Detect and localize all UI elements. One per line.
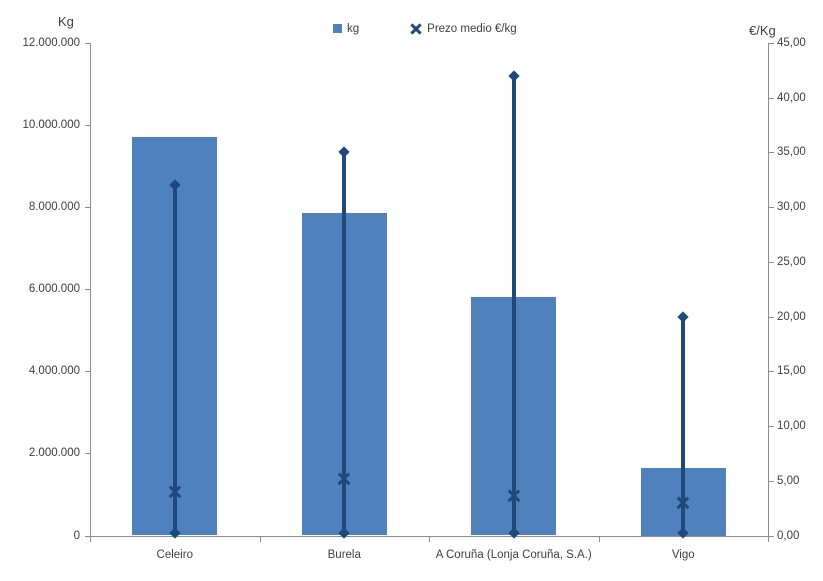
left-axis-tick-label: 2.000.000 [28,447,80,460]
right-axis-tick [769,480,774,482]
right-axis-tick [769,207,774,209]
right-axis-tick-label: 45,00 [777,37,806,49]
x-axis-tick [598,536,600,542]
right-axis-tick-label: 0,00 [777,529,800,542]
price-avg-marker [676,496,690,510]
left-axis-tick [85,453,90,455]
x-axis-tick [768,536,769,542]
right-axis-tick [769,535,774,537]
left-axis-tick-label: 8.000.000 [28,201,80,214]
price-hilo-line [172,185,177,534]
right-axis-tick-label: 40,00 [777,91,806,104]
right-axis-tick-label: 35,00 [777,146,806,159]
x-axis-category-label: Celeiro [156,549,193,561]
price-high-marker [338,146,350,159]
left-axis-tick [85,371,90,373]
left-axis-tick [85,43,90,44]
x-axis-tick [259,536,261,542]
price-avg-marker [337,472,351,486]
left-axis-line [90,43,91,537]
price-avg-marker [168,485,182,499]
right-axis-line [768,43,769,537]
left-axis-tick [85,535,90,537]
right-axis-tick [769,97,774,99]
price-avg-marker [507,489,521,503]
right-axis-tick [769,43,774,44]
right-axis-tick-label: 30,00 [777,201,806,214]
price-high-marker [508,70,520,82]
left-axis-tick [85,289,90,291]
right-axis-tick-label: 10,00 [777,420,806,433]
price-high-marker [677,310,689,323]
price-hilo-line [681,316,686,534]
left-axis-tick-label: 12.000.000 [22,37,80,49]
right-axis-tick-label: 25,00 [777,255,806,268]
left-axis-tick [85,207,90,209]
legend-item-kg: kg [333,23,359,35]
right-axis-tick [769,152,774,154]
right-axis-tick [769,316,774,318]
left-axis-title: Kg [58,14,74,29]
legend-label-kg: kg [347,22,360,35]
left-axis-tick-label: 4.000.000 [28,365,80,378]
right-axis-tick-label: 15,00 [777,365,806,378]
right-axis-tick [769,371,774,373]
legend-label-prezo-medio: Prezo medio €/kg [427,22,517,35]
left-axis-tick-label: 6.000.000 [28,283,80,296]
x-axis-category-label: A Coruña (Lonja Coruña, S.A.) [435,549,592,561]
legend-item-prezo-medio: Prezo medio €/kg [409,22,517,35]
left-axis-tick-label: 0 [73,529,80,542]
price-hilo-line [511,75,516,534]
right-axis-tick-label: 20,00 [777,310,806,323]
right-axis-title: €/Kg [749,23,776,38]
price-hilo-line [342,152,347,534]
x-axis-tick [90,536,91,542]
bar-swatch-icon [333,24,342,33]
right-axis-tick [769,426,774,428]
left-axis-tick [85,125,90,127]
x-axis-category-label: Vigo [671,549,695,561]
right-axis-tick-label: 5,00 [777,474,800,487]
right-axis-tick [769,261,774,263]
chart-legend: kg Prezo medio €/kg [333,22,517,35]
left-axis-tick-label: 10.000.000 [22,119,80,132]
x-axis-tick [429,536,430,542]
x-axis-category-label: Burela [327,549,361,561]
